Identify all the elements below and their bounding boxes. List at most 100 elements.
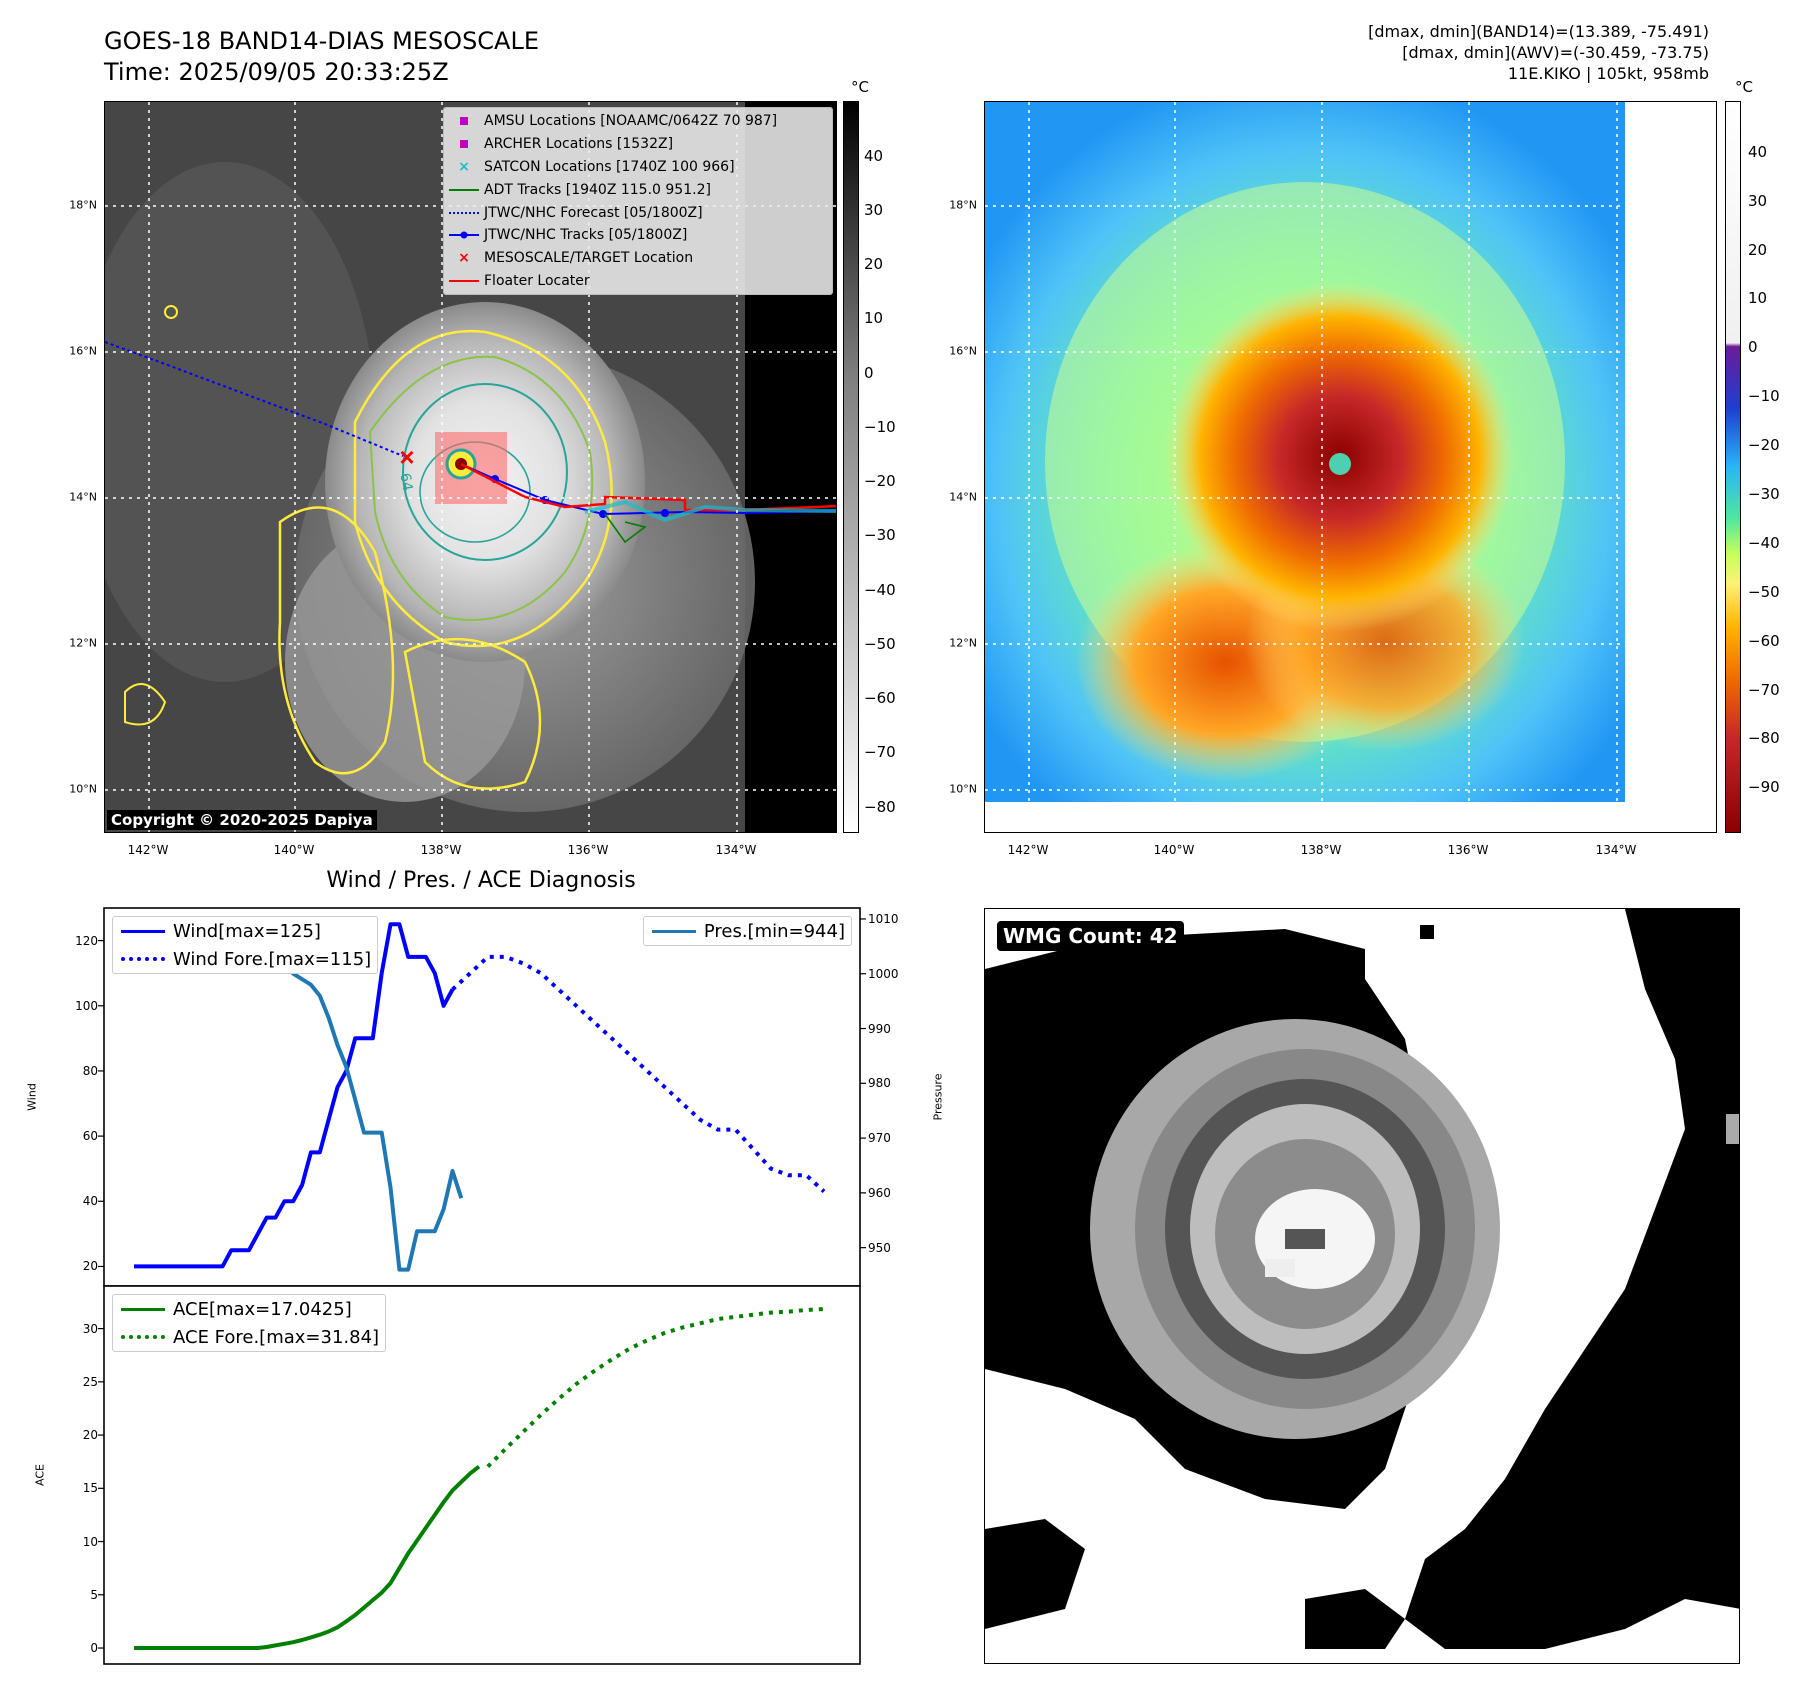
y-tick-label: 0 [90,1641,98,1656]
x-marker-icon: × [458,158,470,175]
lat-label: 18°N [949,198,977,212]
line-icon [113,1307,173,1311]
info-band14-range: [dmax, dmin](BAND14)=(13.389, -75.491) [1368,22,1709,41]
y-tick-label: 25 [82,1374,98,1389]
legend-item-ace: ACE[max=17.0425] [113,1295,385,1323]
legend-item-amsu: AMSU Locations [NOAAMC/0642Z 70 987] [444,110,832,133]
lat-label: 12°N [69,636,97,650]
colorbar-tick: −50 [1748,583,1780,601]
lon-label: 142°W [127,843,169,857]
ace-series-line [134,1465,481,1650]
colorbar-tick: −30 [1748,485,1780,503]
pressure-y-ticks: 950 960 970 980 990 1000 1010 [868,908,918,1286]
dotted-line-icon [113,957,173,961]
line-icon [444,188,484,191]
ace-legend: ACE[max=17.0425] ACE Fore.[max=31.84] [112,1294,387,1352]
colorbar-tick: −10 [864,418,896,436]
y-tick-label: 15 [82,1481,98,1496]
square-marker-icon [444,117,484,126]
y-tick-label: 10 [82,1534,98,1549]
colorbar-tick: 10 [864,309,884,327]
line-dot-icon [444,231,484,239]
awv-map-panel [984,101,1717,833]
awv-colorbar-unit: °C [1735,78,1753,96]
wind-legend: Wind[max=125] Wind Fore.[max=115] [112,916,379,974]
y-tick-label: 60 [82,1129,98,1144]
legend-item-satcon: × SATCON Locations [1740Z 100 966] [444,156,832,179]
lat-label: 18°N [69,198,97,212]
y2-tick-label: 1010 [868,911,899,926]
lon-label: 138°W [1300,843,1342,857]
legend-item-ace-forecast: ACE Fore.[max=31.84] [113,1323,385,1351]
colorbar-tick: −20 [1748,436,1780,454]
map-legend: AMSU Locations [NOAAMC/0642Z 70 987] ARC… [443,107,833,296]
y-tick-label: 120 [75,933,98,948]
colorbar-tick: 20 [864,255,884,273]
lat-label: 14°N [949,490,977,504]
lat-label: 16°N [69,344,97,358]
dotted-line-icon [113,1335,173,1339]
wind-series-line [134,922,455,1269]
awv-lat-axis: 18°N 16°N 14°N 12°N 10°N [920,101,977,833]
colorbar-tick: −60 [1748,632,1780,650]
colorbar-tick: −50 [864,635,896,653]
lat-label: 10°N [949,782,977,796]
page-title: GOES-18 BAND14-DIAS MESOSCALE [104,27,540,55]
wmg-image [985,909,1739,1649]
lon-label: 134°W [1595,843,1637,857]
lon-label: 136°W [1447,843,1489,857]
lat-label: 12°N [949,636,977,650]
y-tick-label: 5 [90,1587,98,1602]
awv-lon-axis: 142°W 140°W 138°W 136°W 134°W [984,843,1717,859]
ir-lon-axis: 142°W 140°W 138°W 136°W 134°W [104,843,837,859]
line-icon [644,929,704,933]
colorbar-tick: −90 [1748,778,1780,796]
colorbar-tick: −80 [1748,729,1780,747]
lon-label: 138°W [420,843,462,857]
legend-item-adt: ADT Tracks [1940Z 115.0 951.2] [444,178,832,201]
y-tick-label: 40 [82,1194,98,1209]
legend-item-tracks: JTWC/NHC Tracks [05/1800Z] [444,224,832,247]
lat-label: 10°N [69,782,97,796]
colorbar-tick: 0 [864,364,874,382]
ir-colorbar [843,101,859,833]
y-tick-label: 80 [82,1063,98,1078]
awv-colorbar [1725,101,1741,833]
colorbar-tick: 10 [1748,289,1768,307]
legend-item-wind-forecast: Wind Fore.[max=115] [113,945,377,973]
awv-colorbar-ticks: 40 30 20 10 0 −10 −20 −30 −40 −50 −60 −7… [1748,101,1797,833]
y2-tick-label: 970 [868,1131,891,1146]
copyright-label: Copyright © 2020-2025 Dapiya [107,810,377,830]
wind-y-ticks: 20 40 60 80 100 120 [40,908,98,1286]
line-icon [444,279,484,282]
colorbar-tick: −70 [864,743,896,761]
colorbar-tick: 30 [864,201,884,219]
pressure-y-label: Pressure [931,1073,945,1121]
colorbar-tick: 20 [1748,241,1768,259]
diagnosis-title: Wind / Pres. / ACE Diagnosis [326,868,636,893]
lon-label: 142°W [1007,843,1049,857]
y2-tick-label: 1000 [868,966,899,981]
pressure-legend: Pres.[min=944] [642,916,852,946]
svg-text:×: × [399,442,414,472]
y-tick-label: 30 [82,1321,98,1336]
colorbar-tick: 40 [864,147,884,165]
legend-item-wind: Wind[max=125] [113,917,377,945]
lon-label: 136°W [567,843,609,857]
wind-pressure-chart: Wind[max=125] Wind Fore.[max=115] Pres.[… [98,907,866,1287]
dotted-line-icon [444,211,484,214]
lon-label: 134°W [715,843,757,857]
lat-label: 14°N [69,490,97,504]
y-tick-label: 20 [82,1428,98,1443]
wind-y-label: Wind [25,1083,39,1111]
wmg-panel: WMG Count: 42 [984,908,1740,1664]
y-tick-label: 100 [75,998,98,1013]
colorbar-tick: −30 [864,526,896,544]
colorbar-tick: 40 [1748,143,1768,161]
colorbar-tick: −80 [864,798,896,816]
square-marker-icon [444,140,484,149]
lon-label: 140°W [273,843,315,857]
legend-item-target: × MESOSCALE/TARGET Location [444,247,832,270]
colorbar-tick: 0 [1748,338,1758,356]
ir-colorbar-ticks: 40 30 20 10 0 −10 −20 −30 −40 −50 −60 −7… [864,101,914,833]
